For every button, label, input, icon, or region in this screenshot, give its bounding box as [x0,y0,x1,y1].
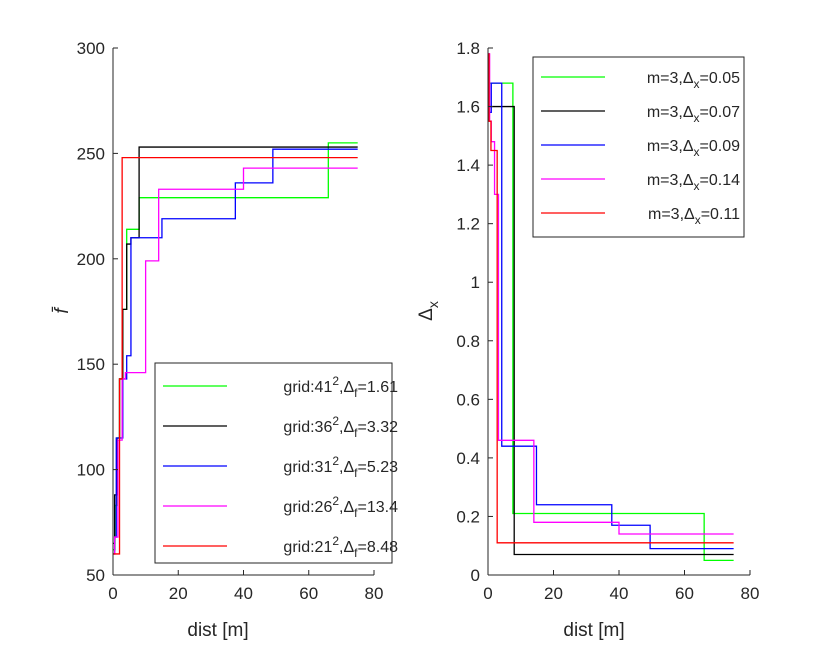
right-legend-label-2: m=3,Δx=0.07 [647,104,740,125]
left-legend-label-1: grid:412,Δf=1.61 [283,374,398,400]
right-legend: m=3,Δx=0.05 m=3,Δx=0.07 m=3,Δx=0.09 m=3,Δx=… [532,56,745,238]
right-legend-label-5: m=3,Δx=0.11 [648,206,740,227]
left-y-tick-label: 300 [77,39,105,58]
left-y-tick-label: 250 [77,144,105,163]
left-x-axis-label: dist [m] [187,620,248,641]
right-x-tick-label: 20 [544,584,563,603]
left-x-tick-label: 20 [169,584,188,603]
right-y-tick-label: 0.8 [456,332,480,351]
left-legend-label-5: grid:212,Δf=8.48 [283,534,398,560]
right-y-tick-label: 1.6 [456,98,480,117]
right-legend-label-1: m=3,Δx=0.05 [647,70,740,91]
left-y-tick-label: 150 [77,355,105,374]
right-y-tick-label: 1 [471,273,480,292]
right-x-tick-label: 0 [483,584,492,603]
left-x-tick-label: 40 [234,584,253,603]
right-x-tick-label: 60 [675,584,694,603]
right-y-axis-label-base: Δ [416,308,437,321]
left-y-axis-label-text: f̄ [52,306,73,313]
right-y-tick-label: 0 [471,566,480,585]
right-y-axis-label: Δx [416,301,441,321]
right-legend-box [532,56,745,238]
left-y-tick-label: 100 [77,461,105,480]
right-legend-label-4: m=3,Δx=0.14 [647,172,740,193]
left-y-axis-label: f̄ [52,306,73,313]
right-legend-label-3: m=3,Δx=0.09 [647,138,740,159]
left-legend-label-2: grid:362,Δf=3.32 [283,414,398,440]
left-y-tick-label: 200 [77,250,105,269]
left-chart-mean-f: 0 20 40 60 80 50 100 150 200 250 300 dist [m] f̄ g… [52,39,398,641]
left-series-line-4 [113,167,358,555]
left-legend-label-3: grid:312,Δf=5.23 [283,454,398,480]
left-axes-layer: 0 20 40 60 80 50 100 150 200 250 300 [77,39,384,603]
right-series-line-3 [488,53,734,550]
right-chart-delta-x: 0 20 40 60 80 0 0.2 0.4 0.6 0.8 1 1.2 1.4 1.6 1.8 dist… [416,39,759,641]
right-y-tick-label: 1.2 [456,215,480,234]
left-legend-box [154,362,393,564]
right-series-line-5 [488,53,734,544]
right-y-axis-label-sub: x [425,301,441,308]
left-series-layer [113,142,358,555]
right-x-tick-label: 40 [610,584,629,603]
right-x-tick-label: 80 [741,584,760,603]
left-x-tick-label: 80 [365,584,384,603]
right-y-tick-label: 0.4 [456,449,480,468]
left-legend: grid:412,Δf=1.61 grid:362,Δf=3.32 grid:312… [154,362,398,564]
right-y-tick-label: 1.8 [456,39,480,58]
left-y-tick-label: 50 [86,566,105,585]
left-x-tick-label: 0 [108,584,117,603]
left-series-line-5 [113,156,358,555]
right-y-tick-label: 0.2 [456,507,480,526]
left-x-tick-label: 60 [299,584,318,603]
right-y-tick-label: 1.4 [456,156,480,175]
left-legend-label-4: grid:262,Δf=13.4 [283,494,398,520]
right-x-axis-label: dist [m] [563,620,624,641]
right-y-tick-label: 0.6 [456,390,480,409]
right-y-axis-label-text: Δx [416,301,441,321]
right-axes-layer: 0 20 40 60 80 0 0.2 0.4 0.6 0.8 1 1.2 1.4 1.6 1.8 [456,39,759,603]
